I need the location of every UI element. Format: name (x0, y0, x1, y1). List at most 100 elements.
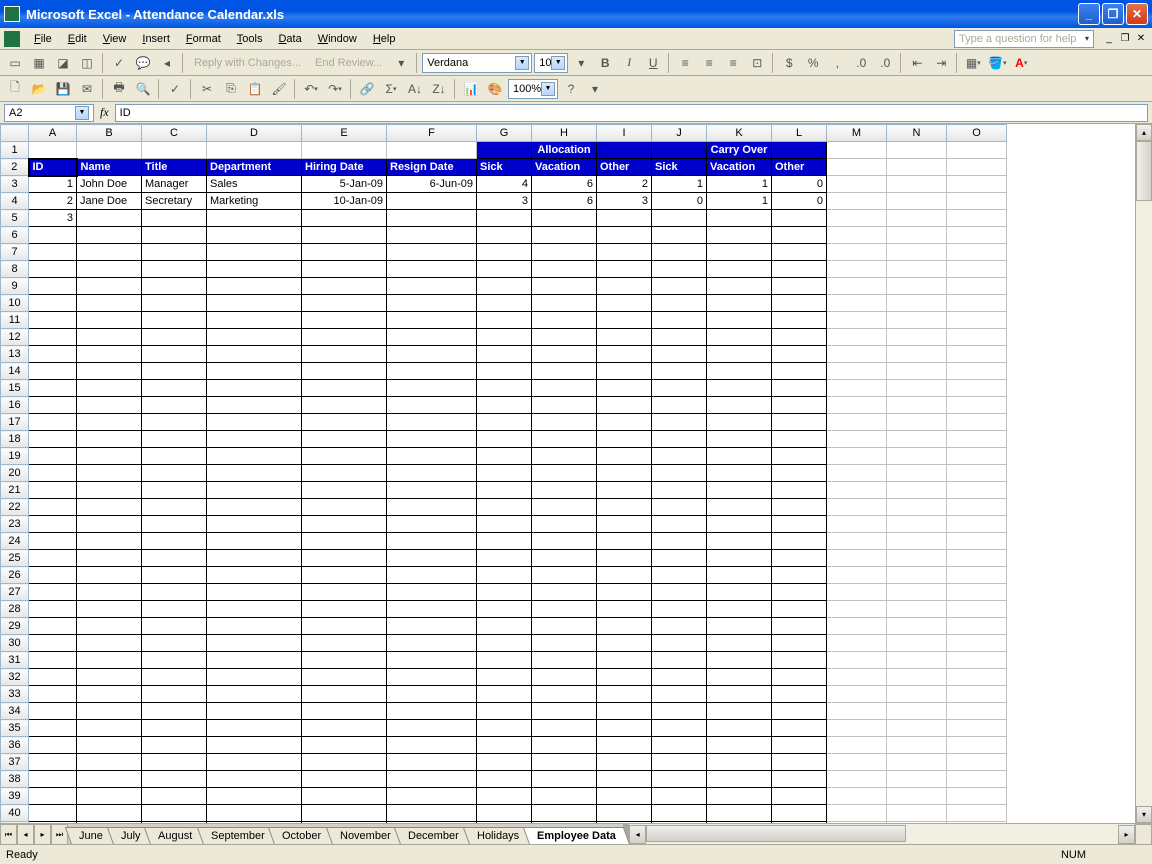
cell[interactable] (532, 499, 597, 516)
cell[interactable] (387, 754, 477, 771)
cell[interactable] (772, 601, 827, 618)
cell[interactable] (387, 465, 477, 482)
cell[interactable] (772, 210, 827, 227)
cell[interactable] (387, 448, 477, 465)
table-header-cell[interactable]: Sick (477, 159, 532, 176)
cell[interactable] (947, 329, 1007, 346)
cell[interactable] (707, 312, 772, 329)
cell[interactable] (597, 346, 652, 363)
redo-button[interactable]: ↷▾ (324, 78, 346, 100)
cell[interactable] (477, 346, 532, 363)
cell[interactable] (827, 380, 887, 397)
cell[interactable] (207, 584, 302, 601)
cell[interactable] (77, 278, 142, 295)
cell[interactable] (142, 567, 207, 584)
cell[interactable] (772, 142, 827, 159)
cell[interactable] (772, 754, 827, 771)
cell[interactable] (29, 499, 77, 516)
cell[interactable] (29, 431, 77, 448)
row-header[interactable]: 35 (1, 720, 29, 737)
autosum-button[interactable]: Σ▾ (380, 78, 402, 100)
cell[interactable] (532, 227, 597, 244)
decrease-indent-button[interactable]: ⇤ (906, 52, 928, 74)
cell[interactable] (827, 550, 887, 567)
row-header[interactable]: 6 (1, 227, 29, 244)
cell[interactable] (827, 635, 887, 652)
cell[interactable]: 0 (772, 193, 827, 210)
cell[interactable] (387, 652, 477, 669)
table-header-cell[interactable]: Title (142, 159, 207, 176)
cell[interactable] (707, 499, 772, 516)
cell[interactable] (947, 533, 1007, 550)
row-header[interactable]: 33 (1, 686, 29, 703)
cell[interactable] (29, 652, 77, 669)
scroll-up-button[interactable]: ▴ (1136, 124, 1152, 141)
cell[interactable] (387, 516, 477, 533)
cell[interactable] (887, 278, 947, 295)
cell[interactable] (772, 431, 827, 448)
cell[interactable] (597, 720, 652, 737)
cell[interactable] (302, 244, 387, 261)
cell[interactable] (772, 635, 827, 652)
cell[interactable] (827, 193, 887, 210)
font-color-button[interactable]: A▾ (1010, 52, 1032, 74)
cell[interactable] (387, 278, 477, 295)
cell[interactable] (532, 261, 597, 278)
cell[interactable] (827, 397, 887, 414)
cell[interactable] (29, 465, 77, 482)
cell[interactable] (887, 142, 947, 159)
cell[interactable] (77, 142, 142, 159)
cell[interactable] (772, 584, 827, 601)
cell[interactable] (707, 295, 772, 312)
row-header[interactable]: 7 (1, 244, 29, 261)
cell[interactable] (77, 788, 142, 805)
cell[interactable] (207, 601, 302, 618)
cell[interactable] (77, 652, 142, 669)
cell[interactable] (597, 533, 652, 550)
cell[interactable] (597, 516, 652, 533)
cell[interactable] (532, 533, 597, 550)
cell[interactable] (387, 550, 477, 567)
cell[interactable] (947, 414, 1007, 431)
cell[interactable] (772, 771, 827, 788)
cell[interactable] (947, 652, 1007, 669)
cell[interactable] (207, 244, 302, 261)
cell[interactable] (887, 516, 947, 533)
cell[interactable] (652, 601, 707, 618)
cell[interactable] (652, 635, 707, 652)
cell[interactable] (707, 261, 772, 278)
cell[interactable] (707, 550, 772, 567)
cell[interactable] (77, 703, 142, 720)
cell[interactable] (29, 567, 77, 584)
row-header[interactable]: 36 (1, 737, 29, 754)
cell[interactable] (477, 635, 532, 652)
column-header[interactable]: H (532, 125, 597, 142)
cell[interactable] (77, 601, 142, 618)
cell[interactable] (707, 346, 772, 363)
cell[interactable] (302, 618, 387, 635)
cell[interactable] (77, 737, 142, 754)
cell[interactable] (532, 601, 597, 618)
cell[interactable] (387, 635, 477, 652)
cell[interactable] (302, 703, 387, 720)
cell[interactable] (707, 822, 772, 824)
cell[interactable] (887, 346, 947, 363)
cell[interactable] (947, 516, 1007, 533)
cell[interactable] (77, 550, 142, 567)
cell[interactable] (652, 567, 707, 584)
cell[interactable] (597, 550, 652, 567)
cell[interactable] (532, 822, 597, 824)
cell[interactable] (772, 788, 827, 805)
cell[interactable] (142, 295, 207, 312)
cell[interactable] (387, 669, 477, 686)
currency-button[interactable]: $ (778, 52, 800, 74)
formula-bar[interactable]: ID (115, 104, 1148, 122)
cell[interactable] (707, 465, 772, 482)
cell[interactable] (652, 227, 707, 244)
cell[interactable] (887, 380, 947, 397)
cell[interactable] (77, 363, 142, 380)
cell[interactable] (532, 414, 597, 431)
cell[interactable] (772, 397, 827, 414)
cell[interactable] (947, 261, 1007, 278)
cell[interactable]: 6-Jun-09 (387, 176, 477, 193)
